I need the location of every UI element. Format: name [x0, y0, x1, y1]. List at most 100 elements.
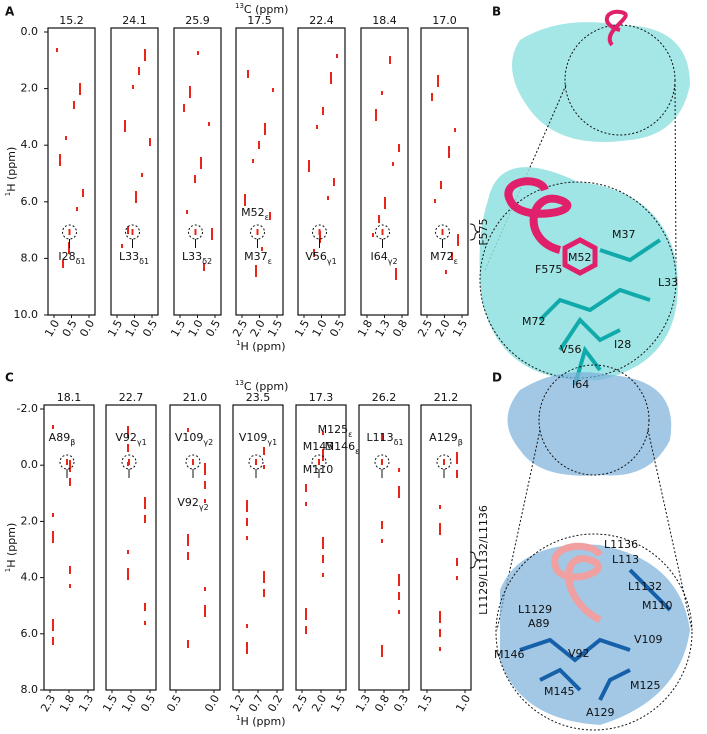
nmr-strip [235, 27, 284, 316]
peak [246, 500, 248, 512]
strip-header: 18.4 [372, 14, 397, 27]
residue-label-sub: ε [355, 447, 359, 456]
x-tick-label: 2.5 [230, 318, 250, 340]
residue-label: M37ε [244, 250, 272, 266]
residue-label-sub: ε [454, 257, 458, 266]
y-tick-label: 4.0 [21, 571, 39, 584]
peak [187, 428, 189, 432]
x-tick-label: 1.0 [42, 318, 62, 340]
y-tick-label: 4.0 [21, 138, 39, 151]
panel-label: A [5, 5, 15, 19]
peak [244, 194, 246, 206]
peak-circle [121, 454, 137, 470]
y-tick-label: 8.0 [21, 251, 39, 264]
residue-label-sub: γ1 [267, 438, 277, 447]
residue-label-main: I64 [370, 250, 387, 263]
x-tick-label: 2.3 [38, 693, 58, 715]
peak [456, 558, 458, 566]
peak [246, 518, 248, 526]
residue-label: L33δ2 [182, 250, 212, 266]
peak [258, 141, 260, 149]
x-tick-label: 0.5 [140, 318, 160, 340]
residue-label: L1136 [604, 538, 638, 551]
nmr-strip [358, 404, 410, 691]
y-axis-title-main: H (ppm) [5, 523, 18, 568]
peak [269, 212, 271, 220]
peak [194, 229, 197, 235]
y-axis-title: 1H (ppm) [4, 147, 18, 197]
y-tick-label: 8.0 [21, 683, 39, 696]
peak [66, 459, 68, 465]
top-axis-title: 13C (ppm) [235, 2, 288, 16]
x-tick-label: 2.5 [415, 318, 435, 340]
peak [204, 499, 206, 503]
peak [252, 159, 254, 163]
residue-label-main: V109 [175, 431, 204, 444]
peak [431, 93, 433, 101]
y-tick-label: -2.0 [17, 402, 38, 415]
residue-label-sub: δ1 [76, 257, 86, 266]
residue-label: M145 [303, 440, 334, 453]
x-axis-title: 1H (ppm) [236, 714, 286, 728]
residue-label: L1129 [518, 603, 552, 616]
x-tick-label: 1.0 [119, 693, 139, 715]
residue-label: M125ε [318, 423, 353, 439]
peak [127, 550, 129, 554]
peak [330, 72, 332, 84]
residue-label-main: M52 [241, 206, 265, 219]
peak [322, 431, 324, 435]
residue-label: A89 [528, 617, 550, 630]
peak [246, 536, 248, 540]
peak [135, 191, 137, 203]
molecule-d [495, 364, 693, 731]
residue-label-main: L33 [119, 250, 139, 263]
peak [445, 270, 447, 274]
peak [264, 123, 266, 135]
peak [52, 513, 54, 517]
peak [443, 459, 445, 465]
peak [322, 537, 324, 549]
nmr-strip [47, 27, 96, 316]
residue-label-sub: β [458, 438, 463, 447]
residue-label: V109γ2 [175, 431, 213, 447]
peak [322, 573, 324, 577]
peak-circle [62, 224, 77, 240]
x-tick-label: 1.3 [76, 693, 96, 715]
residue-label: L113 [612, 553, 639, 566]
x-tick-label: 1.8 [57, 693, 77, 715]
peak [451, 252, 453, 260]
x-tick-label: 0.5 [164, 693, 184, 715]
residue-label: A129 [586, 706, 615, 719]
peak [246, 642, 248, 654]
residue-label: M125 [630, 679, 661, 692]
peak [73, 101, 75, 109]
residue-label-main: M125 [318, 423, 349, 436]
residue-label-main: M145 [303, 440, 334, 453]
peak [76, 207, 78, 211]
peak [186, 210, 188, 214]
peak [456, 470, 458, 478]
peak [441, 229, 444, 235]
peak-circle [436, 454, 452, 470]
x-tick-label: 1.5 [100, 693, 120, 715]
residue-label: V92γ2 [177, 496, 208, 512]
peak [389, 56, 391, 64]
x-tick-label: 0.5 [138, 693, 158, 715]
x-tick-label: 1.5 [450, 318, 470, 340]
peak [263, 465, 265, 469]
residue-label: V92 [568, 647, 590, 660]
residue-label: V109 [634, 633, 663, 646]
nmr-strip [297, 27, 346, 316]
residue-label-main: A129 [429, 431, 458, 444]
peak [305, 502, 307, 506]
nmr-strip [360, 27, 409, 316]
peak [327, 196, 329, 200]
x-axis-title-sup: 1 [236, 339, 240, 347]
peak [261, 247, 263, 251]
residue-label-main: I28 [58, 250, 75, 263]
peak [398, 610, 400, 614]
peak [392, 162, 394, 166]
peak [200, 157, 202, 169]
peak [456, 576, 458, 580]
peak [305, 484, 307, 492]
